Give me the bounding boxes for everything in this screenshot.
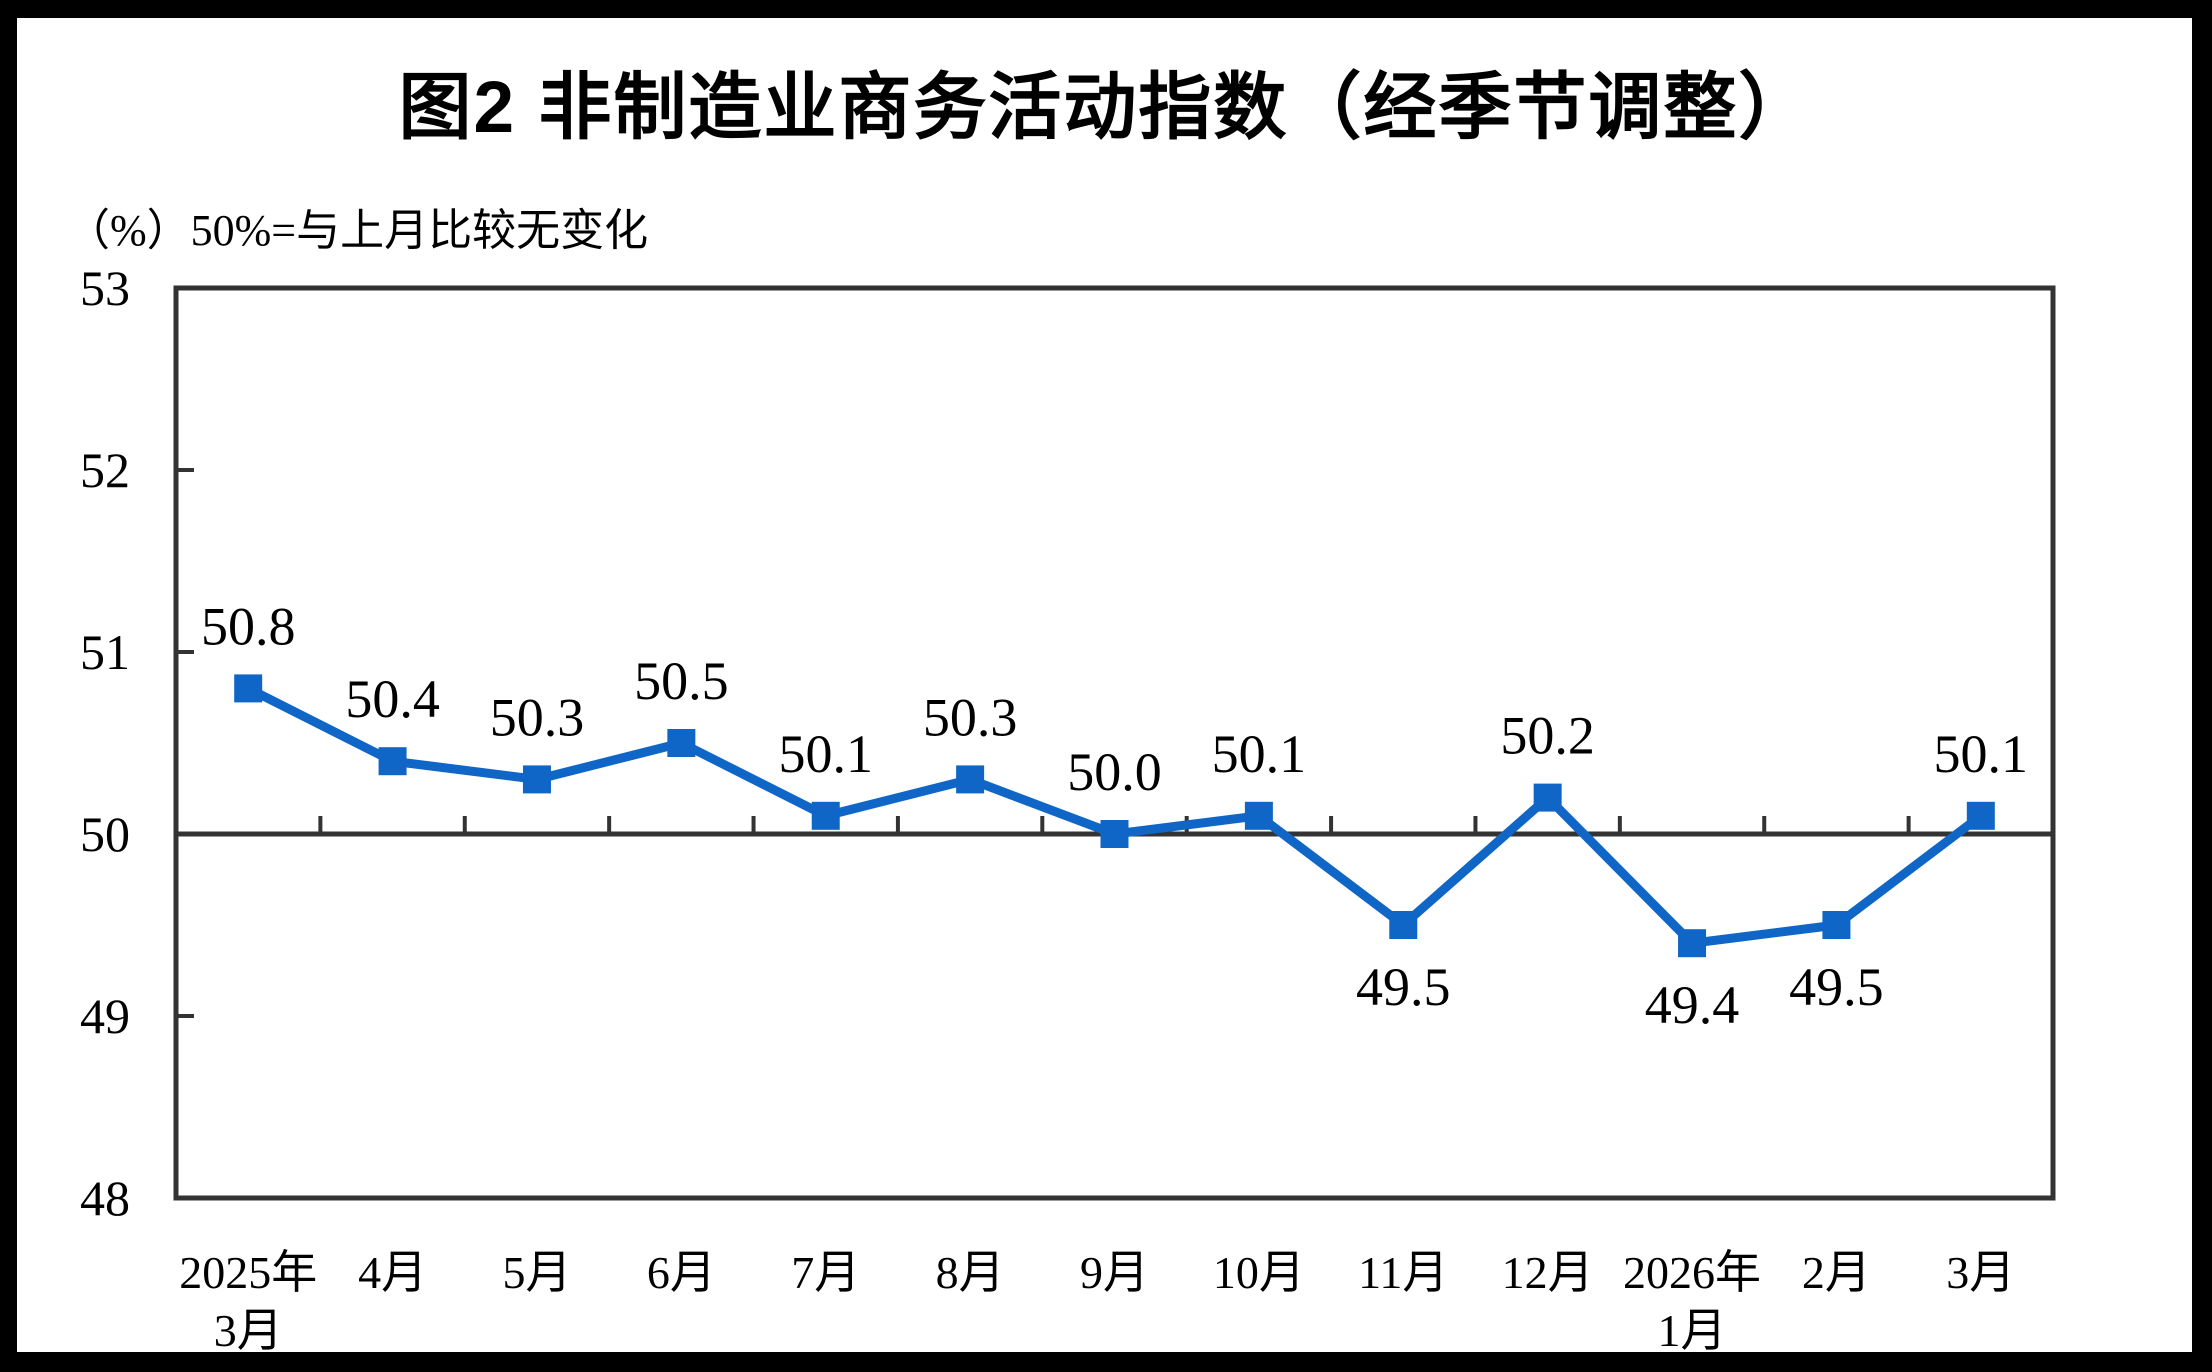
- x-axis-label: 5月: [502, 1247, 571, 1298]
- y-axis-label: 51: [80, 624, 130, 680]
- x-axis-label: 2月: [1802, 1247, 1871, 1298]
- data-point-marker: [667, 729, 696, 757]
- data-point-marker: [1678, 929, 1707, 958]
- data-point-label: 50.2: [1500, 706, 1595, 766]
- data-point-label: 50.4: [345, 669, 440, 729]
- x-axis-label: 8月: [936, 1247, 1005, 1298]
- y-axis-label: 48: [80, 1170, 130, 1226]
- x-axis-label: 4月: [358, 1247, 427, 1298]
- data-point-marker: [378, 747, 407, 776]
- axis-unit-note: （%）50%=与上月比较无变化: [66, 206, 649, 255]
- data-point-label: 50.3: [923, 687, 1018, 747]
- data-point-marker: [1822, 911, 1851, 939]
- x-axis-label: 1月: [1658, 1305, 1727, 1356]
- x-axis-label: 11月: [1358, 1247, 1448, 1298]
- data-point-marker: [1100, 820, 1129, 848]
- x-axis-label: 3月: [1946, 1247, 2015, 1298]
- data-point-marker: [811, 801, 840, 830]
- data-point-label: 50.1: [778, 724, 873, 784]
- x-axis-label: 2026年: [1623, 1247, 1761, 1298]
- y-axis-label: 49: [80, 988, 130, 1044]
- chart-title: 图2 非制造业商务活动指数（经季节调整）: [398, 67, 1814, 148]
- y-axis-label: 50: [80, 806, 130, 862]
- data-point-marker: [1966, 801, 1995, 830]
- data-point-label: 49.5: [1356, 957, 1451, 1017]
- x-axis-label: 12月: [1502, 1247, 1594, 1298]
- data-point-marker: [522, 765, 551, 794]
- data-point-marker: [1244, 801, 1273, 830]
- y-axis-label: 53: [80, 260, 130, 316]
- data-point-label: 50.5: [634, 651, 729, 711]
- data-point-label: 50.0: [1067, 742, 1162, 802]
- data-point-label: 50.3: [490, 687, 585, 747]
- x-axis-label: 6月: [647, 1247, 716, 1298]
- x-axis-label: 7月: [791, 1247, 860, 1298]
- x-axis-label: 10月: [1213, 1247, 1305, 1298]
- x-axis-label: 2025年: [179, 1247, 317, 1298]
- plot-border: [173, 285, 2056, 1201]
- data-point-marker: [956, 765, 985, 794]
- x-axis-label: 9月: [1080, 1247, 1149, 1298]
- data-point-marker: [1389, 911, 1418, 939]
- data-point-label: 50.1: [1212, 724, 1307, 784]
- data-point-label: 50.1: [1934, 724, 2029, 784]
- data-point-marker: [234, 674, 263, 703]
- y-axis-label: 52: [80, 442, 130, 498]
- data-point-label: 50.8: [201, 596, 296, 656]
- x-axis-label: 3月: [214, 1305, 283, 1356]
- data-point-label: 49.4: [1645, 975, 1740, 1035]
- data-point-marker: [1533, 783, 1562, 812]
- data-point-label: 49.5: [1789, 957, 1884, 1017]
